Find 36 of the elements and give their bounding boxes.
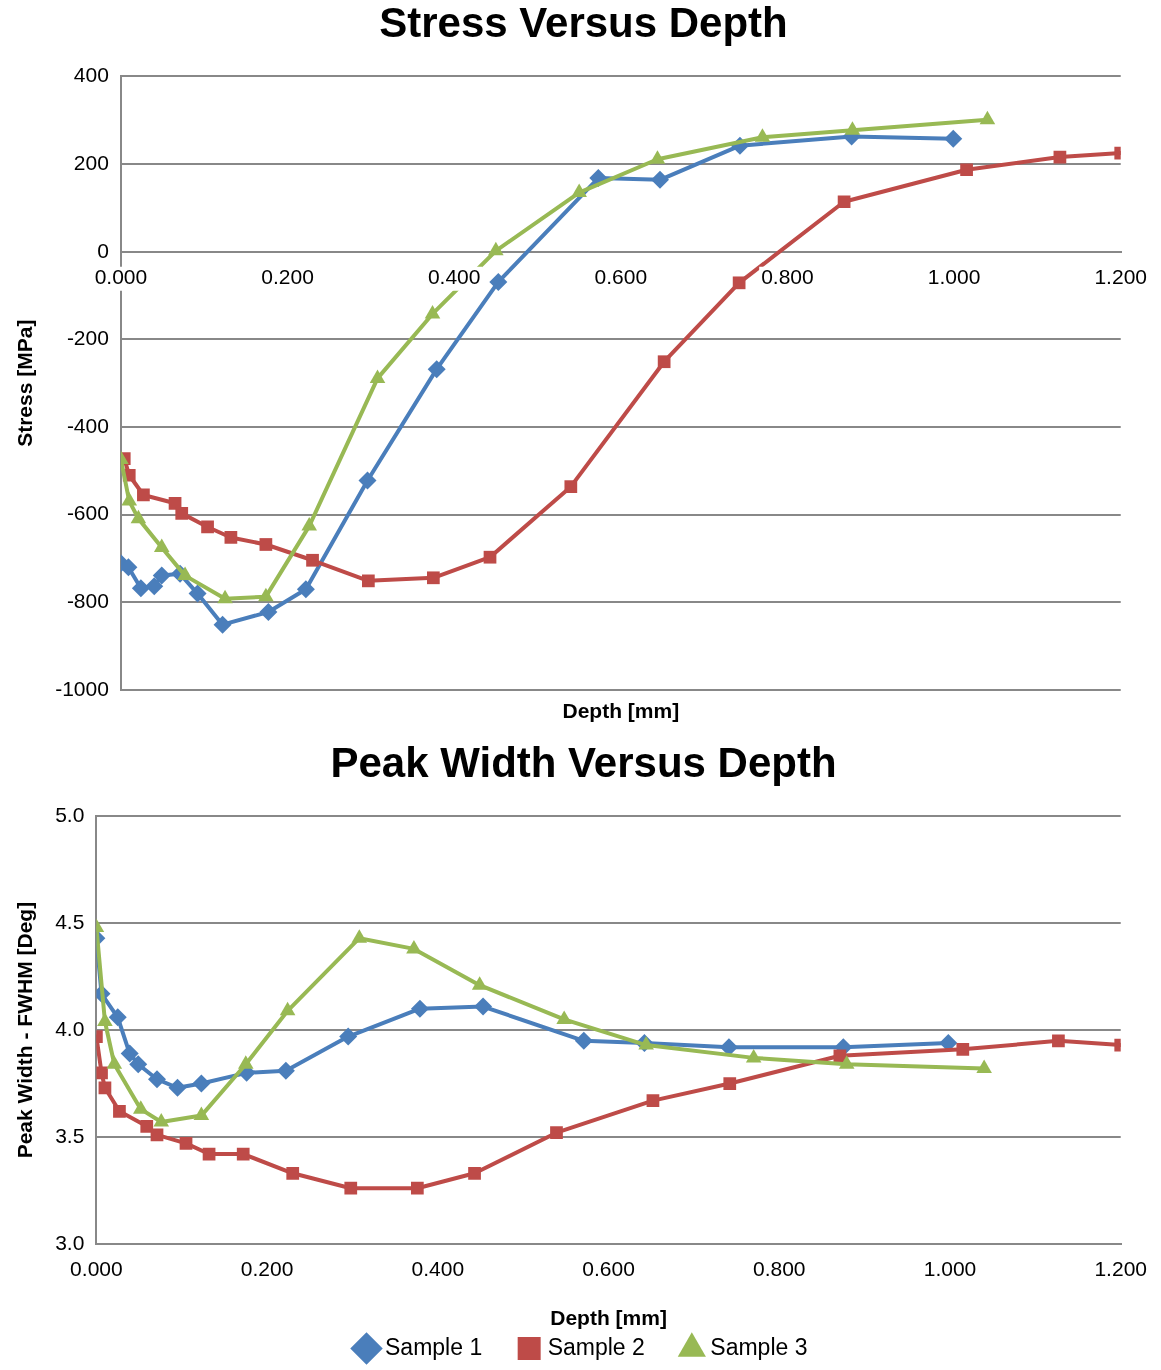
legend-label: Sample 3	[710, 1333, 808, 1360]
y-tick-label: 4.0	[55, 1016, 85, 1040]
x-tick-label: 0.200	[261, 265, 314, 289]
legend-label: Sample 1	[385, 1333, 483, 1360]
x-tick-label: 0.800	[761, 265, 814, 289]
y-tick-label: 3.0	[55, 1230, 85, 1254]
y-tick-label: -600	[66, 501, 109, 525]
x-tick-label: 1.200	[1094, 265, 1148, 289]
chart-title: Stress Versus Depth	[379, 0, 788, 46]
y-axis-title: Stress [MPa]	[13, 319, 37, 447]
y-tick-label: 4.5	[55, 910, 85, 934]
y-axis-title: Peak Width - FWHM [Deg]	[13, 901, 37, 1159]
x-axis-title: Depth [mm]	[550, 1305, 667, 1329]
y-tick-label: -400	[66, 413, 109, 437]
x-tick-label: 0.800	[753, 1257, 806, 1281]
x-tick-label: 0.600	[582, 1257, 635, 1281]
x-axis-title: Depth [mm]	[562, 698, 680, 722]
legend-label: Sample 2	[547, 1333, 645, 1360]
x-tick-label: 1.000	[927, 265, 981, 289]
x-tick-label: 1.200	[1094, 1257, 1148, 1281]
y-tick-label: 5.0	[55, 803, 85, 827]
x-tick-label: 0.400	[411, 1257, 465, 1281]
y-tick-label: 200	[73, 150, 109, 174]
y-tick-label: -1000	[55, 676, 109, 700]
y-tick-label: -800	[66, 589, 109, 613]
x-tick-label: 0.000	[70, 1257, 123, 1281]
x-tick-label: 1.000	[923, 1257, 977, 1281]
x-tick-label: 0.000	[94, 265, 148, 289]
y-tick-label: 3.5	[55, 1123, 85, 1147]
chart-title: Peak Width Versus Depth	[330, 738, 837, 786]
y-tick-label: 400	[73, 63, 109, 87]
x-tick-label: 0.200	[240, 1257, 294, 1281]
y-tick-label: 0	[97, 238, 109, 262]
x-tick-label: 0.400	[427, 265, 481, 289]
x-tick-label: 0.600	[594, 265, 648, 289]
y-tick-label: -200	[66, 326, 109, 350]
